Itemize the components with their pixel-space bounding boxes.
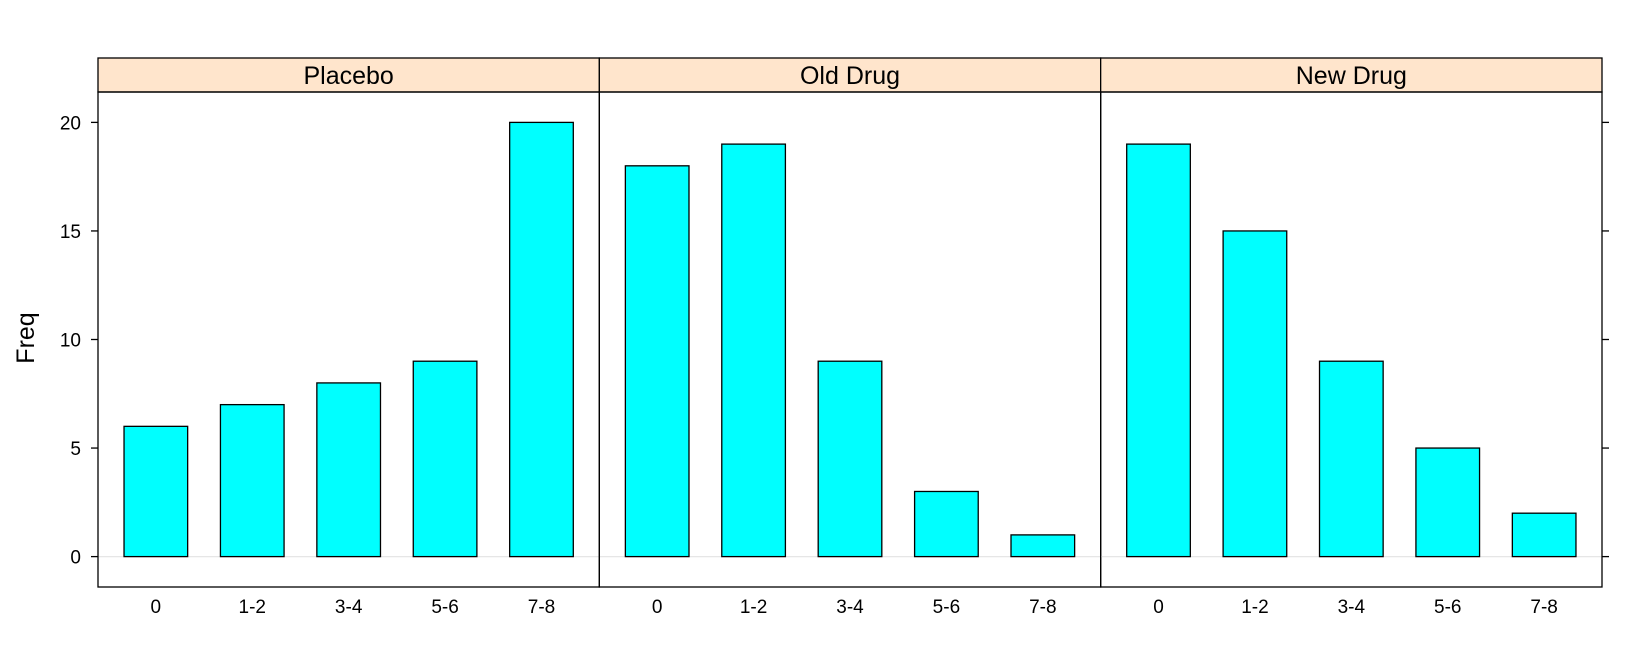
- x-tick-label-placebo-5-6: 5-6: [431, 597, 458, 618]
- panels-group: Placebo 0 1-2 3-4 5-6 7-8 Old Drug 0 1-2 3-4 5-6 7-…: [97, 57, 1603, 618]
- y-tick-label-10: 10: [60, 331, 81, 352]
- x-tick-label-new-drug-3-4: 3-4: [1338, 597, 1366, 618]
- x-tick-label-old-drug-3-4: 3-4: [836, 597, 864, 618]
- bar-old-drug-7-8: [1010, 534, 1076, 558]
- bar-placebo-5-6: [412, 360, 478, 558]
- x-tick-label-old-drug-0: 0: [652, 597, 663, 618]
- bar-placebo-7-8: [509, 121, 574, 558]
- bar-new-drug-0: [1126, 143, 1191, 558]
- x-tick-label-placebo-0: 0: [151, 597, 162, 618]
- strip-placebo: [97, 57, 600, 93]
- strip-label-new-drug: New Drug: [1296, 62, 1407, 90]
- bar-new-drug-1-2: [1222, 230, 1288, 558]
- bar-new-drug-7-8: [1511, 512, 1577, 558]
- x-tick-label-placebo-1-2: 1-2: [239, 597, 266, 618]
- bar-new-drug-5-6: [1415, 447, 1481, 558]
- bar-placebo-1-2: [219, 403, 285, 558]
- x-tick-label-placebo-3-4: 3-4: [335, 597, 363, 618]
- y-tick-label-0: 0: [70, 548, 81, 569]
- y-axis-title: Freq: [12, 312, 40, 363]
- y-tick-label-20: 20: [60, 113, 81, 134]
- y-tick-label-15: 15: [60, 222, 81, 243]
- x-tick-label-placebo-7-8: 7-8: [528, 597, 555, 618]
- bar-new-drug-3-4: [1318, 360, 1384, 558]
- bar-old-drug-5-6: [913, 490, 979, 558]
- x-tick-label-new-drug-7-8: 7-8: [1530, 597, 1557, 618]
- x-tick-label-old-drug-1-2: 1-2: [740, 597, 767, 618]
- strip-label-old-drug: Old Drug: [800, 62, 900, 90]
- y-tick-label-5: 5: [70, 439, 81, 460]
- panel-placebo: Placebo 0 1-2 3-4 5-6 7-8: [97, 57, 600, 618]
- x-tick-label-old-drug-5-6: 5-6: [933, 597, 960, 618]
- bar-old-drug-0: [624, 165, 690, 558]
- x-tick-label-old-drug-7-8: 7-8: [1029, 597, 1056, 618]
- strip-label-placebo: Placebo: [303, 62, 393, 90]
- bar-placebo-0: [123, 425, 189, 558]
- x-tick-label-new-drug-5-6: 5-6: [1434, 597, 1461, 618]
- x-tick-label-new-drug-1-2: 1-2: [1241, 597, 1268, 618]
- x-tick-label-new-drug-0: 0: [1153, 597, 1164, 618]
- bar-old-drug-3-4: [817, 360, 883, 558]
- bar-placebo-3-4: [316, 382, 382, 558]
- bar-old-drug-1-2: [721, 143, 787, 558]
- panel-new-drug: New Drug 0 1-2 3-4 5-6 7-8: [1100, 57, 1603, 618]
- axes-group: 0 5 10 15 20: [60, 113, 1609, 569]
- panel-old-drug: Old Drug 0 1-2 3-4 5-6 7-8: [598, 57, 1102, 618]
